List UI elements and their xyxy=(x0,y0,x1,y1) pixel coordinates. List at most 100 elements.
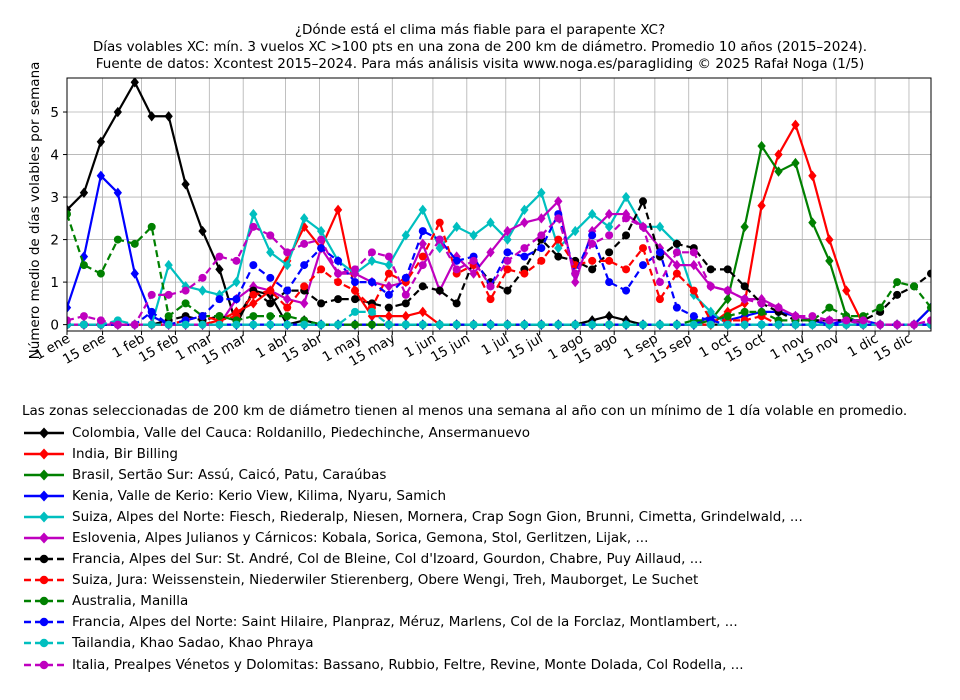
x-tick-label: 15 jul xyxy=(505,331,546,364)
data-point xyxy=(588,231,597,240)
data-point xyxy=(842,316,851,325)
data-point xyxy=(249,261,258,270)
data-point xyxy=(418,227,427,236)
legend-item: Australia, Manilla xyxy=(22,591,803,612)
data-point xyxy=(655,248,664,257)
data-point xyxy=(825,234,834,245)
data-point xyxy=(554,214,563,223)
data-point xyxy=(367,255,377,267)
data-point xyxy=(757,307,766,316)
data-point xyxy=(503,320,512,329)
data-point xyxy=(859,316,868,325)
data-point xyxy=(334,269,343,278)
data-point xyxy=(655,320,664,329)
data-point xyxy=(876,320,885,329)
data-point xyxy=(67,316,71,325)
data-point xyxy=(147,320,156,329)
data-point xyxy=(249,312,258,321)
data-point xyxy=(384,320,393,329)
data-point xyxy=(605,256,614,265)
data-point xyxy=(910,282,919,291)
data-point xyxy=(655,295,664,304)
legend-swatch xyxy=(24,618,64,627)
data-point xyxy=(283,259,292,271)
data-point xyxy=(825,303,834,312)
data-point xyxy=(435,286,444,295)
data-point xyxy=(520,269,529,278)
data-point xyxy=(774,303,783,312)
data-point xyxy=(520,320,529,329)
legend-swatch xyxy=(24,576,64,585)
data-point xyxy=(723,312,732,321)
data-point xyxy=(588,320,597,329)
data-point xyxy=(283,312,292,321)
data-point xyxy=(401,290,410,299)
data-point xyxy=(706,282,715,291)
data-point xyxy=(300,282,309,291)
data-point xyxy=(808,312,817,321)
data-point xyxy=(401,310,410,322)
data-point xyxy=(384,290,393,299)
data-point xyxy=(164,111,173,122)
legend-label: Australia, Manilla xyxy=(72,593,189,610)
data-point xyxy=(689,259,698,271)
data-point xyxy=(435,320,444,329)
data-point xyxy=(215,320,224,329)
data-point xyxy=(757,200,766,211)
data-point xyxy=(622,265,631,274)
data-point xyxy=(537,244,546,253)
data-point xyxy=(605,320,614,329)
data-point xyxy=(757,299,766,308)
y-tick-label: 0 xyxy=(50,318,59,334)
legend-label: Brasil, Sertão Sur: Assú, Caicó, Patu, C… xyxy=(72,466,387,483)
data-point xyxy=(113,235,122,244)
data-point xyxy=(181,320,190,329)
series-line-6 xyxy=(67,200,931,326)
data-point xyxy=(689,312,698,321)
data-point xyxy=(249,320,258,329)
data-point xyxy=(384,303,393,312)
legend-swatch xyxy=(24,490,64,502)
legend-item: India, Bir Billing xyxy=(22,443,803,464)
data-point xyxy=(893,320,902,329)
data-point xyxy=(113,106,122,118)
data-point xyxy=(588,256,597,265)
data-point xyxy=(808,170,817,181)
plot-frame xyxy=(66,77,932,332)
data-point xyxy=(79,187,89,199)
data-point xyxy=(181,299,190,308)
data-point xyxy=(96,136,106,147)
legend-item: Suiza, Alpes del Norte: Fiesch, Riederal… xyxy=(22,506,803,527)
data-point xyxy=(249,208,258,220)
data-point xyxy=(334,256,343,265)
data-point xyxy=(554,242,563,254)
data-point xyxy=(317,265,326,274)
data-point xyxy=(79,261,88,270)
data-point xyxy=(469,320,478,329)
data-point xyxy=(452,320,461,329)
legend-swatch xyxy=(24,532,64,544)
data-point xyxy=(418,320,427,329)
y-tick-label: 2 xyxy=(50,233,59,249)
data-point xyxy=(893,290,902,299)
data-point xyxy=(164,312,173,321)
data-point xyxy=(418,306,427,318)
data-point xyxy=(334,278,343,287)
data-point xyxy=(723,320,732,329)
data-point xyxy=(486,295,495,304)
data-point xyxy=(79,320,88,329)
data-point xyxy=(96,316,105,325)
legend-label: Colombia, Valle del Cauca: Roldanillo, P… xyxy=(72,424,531,441)
data-point xyxy=(266,231,275,240)
data-point xyxy=(147,222,156,231)
data-point xyxy=(672,303,681,312)
data-point xyxy=(486,217,495,228)
data-point xyxy=(469,256,478,265)
data-point xyxy=(384,269,393,278)
legend-swatch xyxy=(24,469,64,481)
data-point xyxy=(300,261,309,270)
data-point xyxy=(147,307,156,316)
legend-label: Francia, Alpes del Sur: St. André, Col d… xyxy=(72,551,703,568)
data-point xyxy=(605,248,614,257)
data-point xyxy=(266,286,275,295)
